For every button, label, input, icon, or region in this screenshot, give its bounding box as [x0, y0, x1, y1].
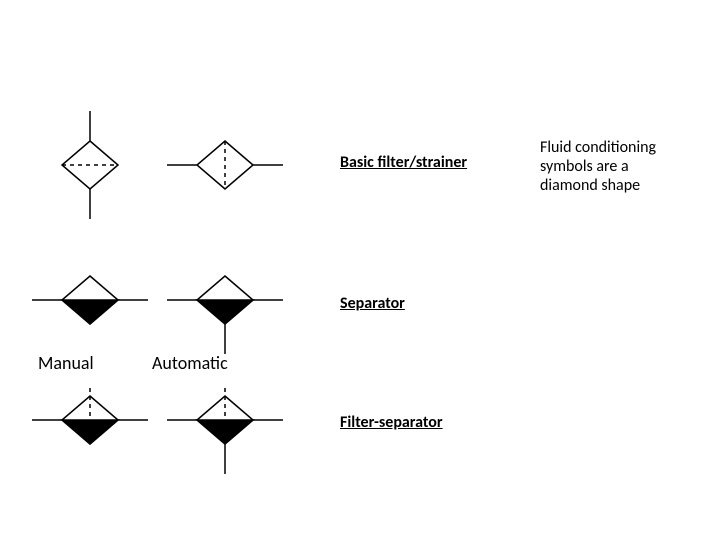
filter-strainer-horizontal — [167, 141, 283, 189]
label-filter-strainer: Basic filter/strainer — [340, 153, 467, 172]
filter-separator-automatic — [167, 388, 283, 474]
separator-automatic — [167, 276, 283, 354]
filter-separator-manual — [32, 388, 148, 444]
symbols-canvas — [0, 0, 720, 540]
label-variant-automatic: Automatic — [152, 352, 228, 374]
label-filter-separator: Filter-separator — [340, 413, 443, 432]
separator-manual — [32, 276, 148, 324]
label-variant-manual: Manual — [38, 352, 94, 374]
filter-strainer-vertical — [62, 111, 118, 219]
label-separator: Separator — [340, 294, 405, 313]
side-note: Fluid conditioning symbols are a diamond… — [540, 138, 656, 195]
